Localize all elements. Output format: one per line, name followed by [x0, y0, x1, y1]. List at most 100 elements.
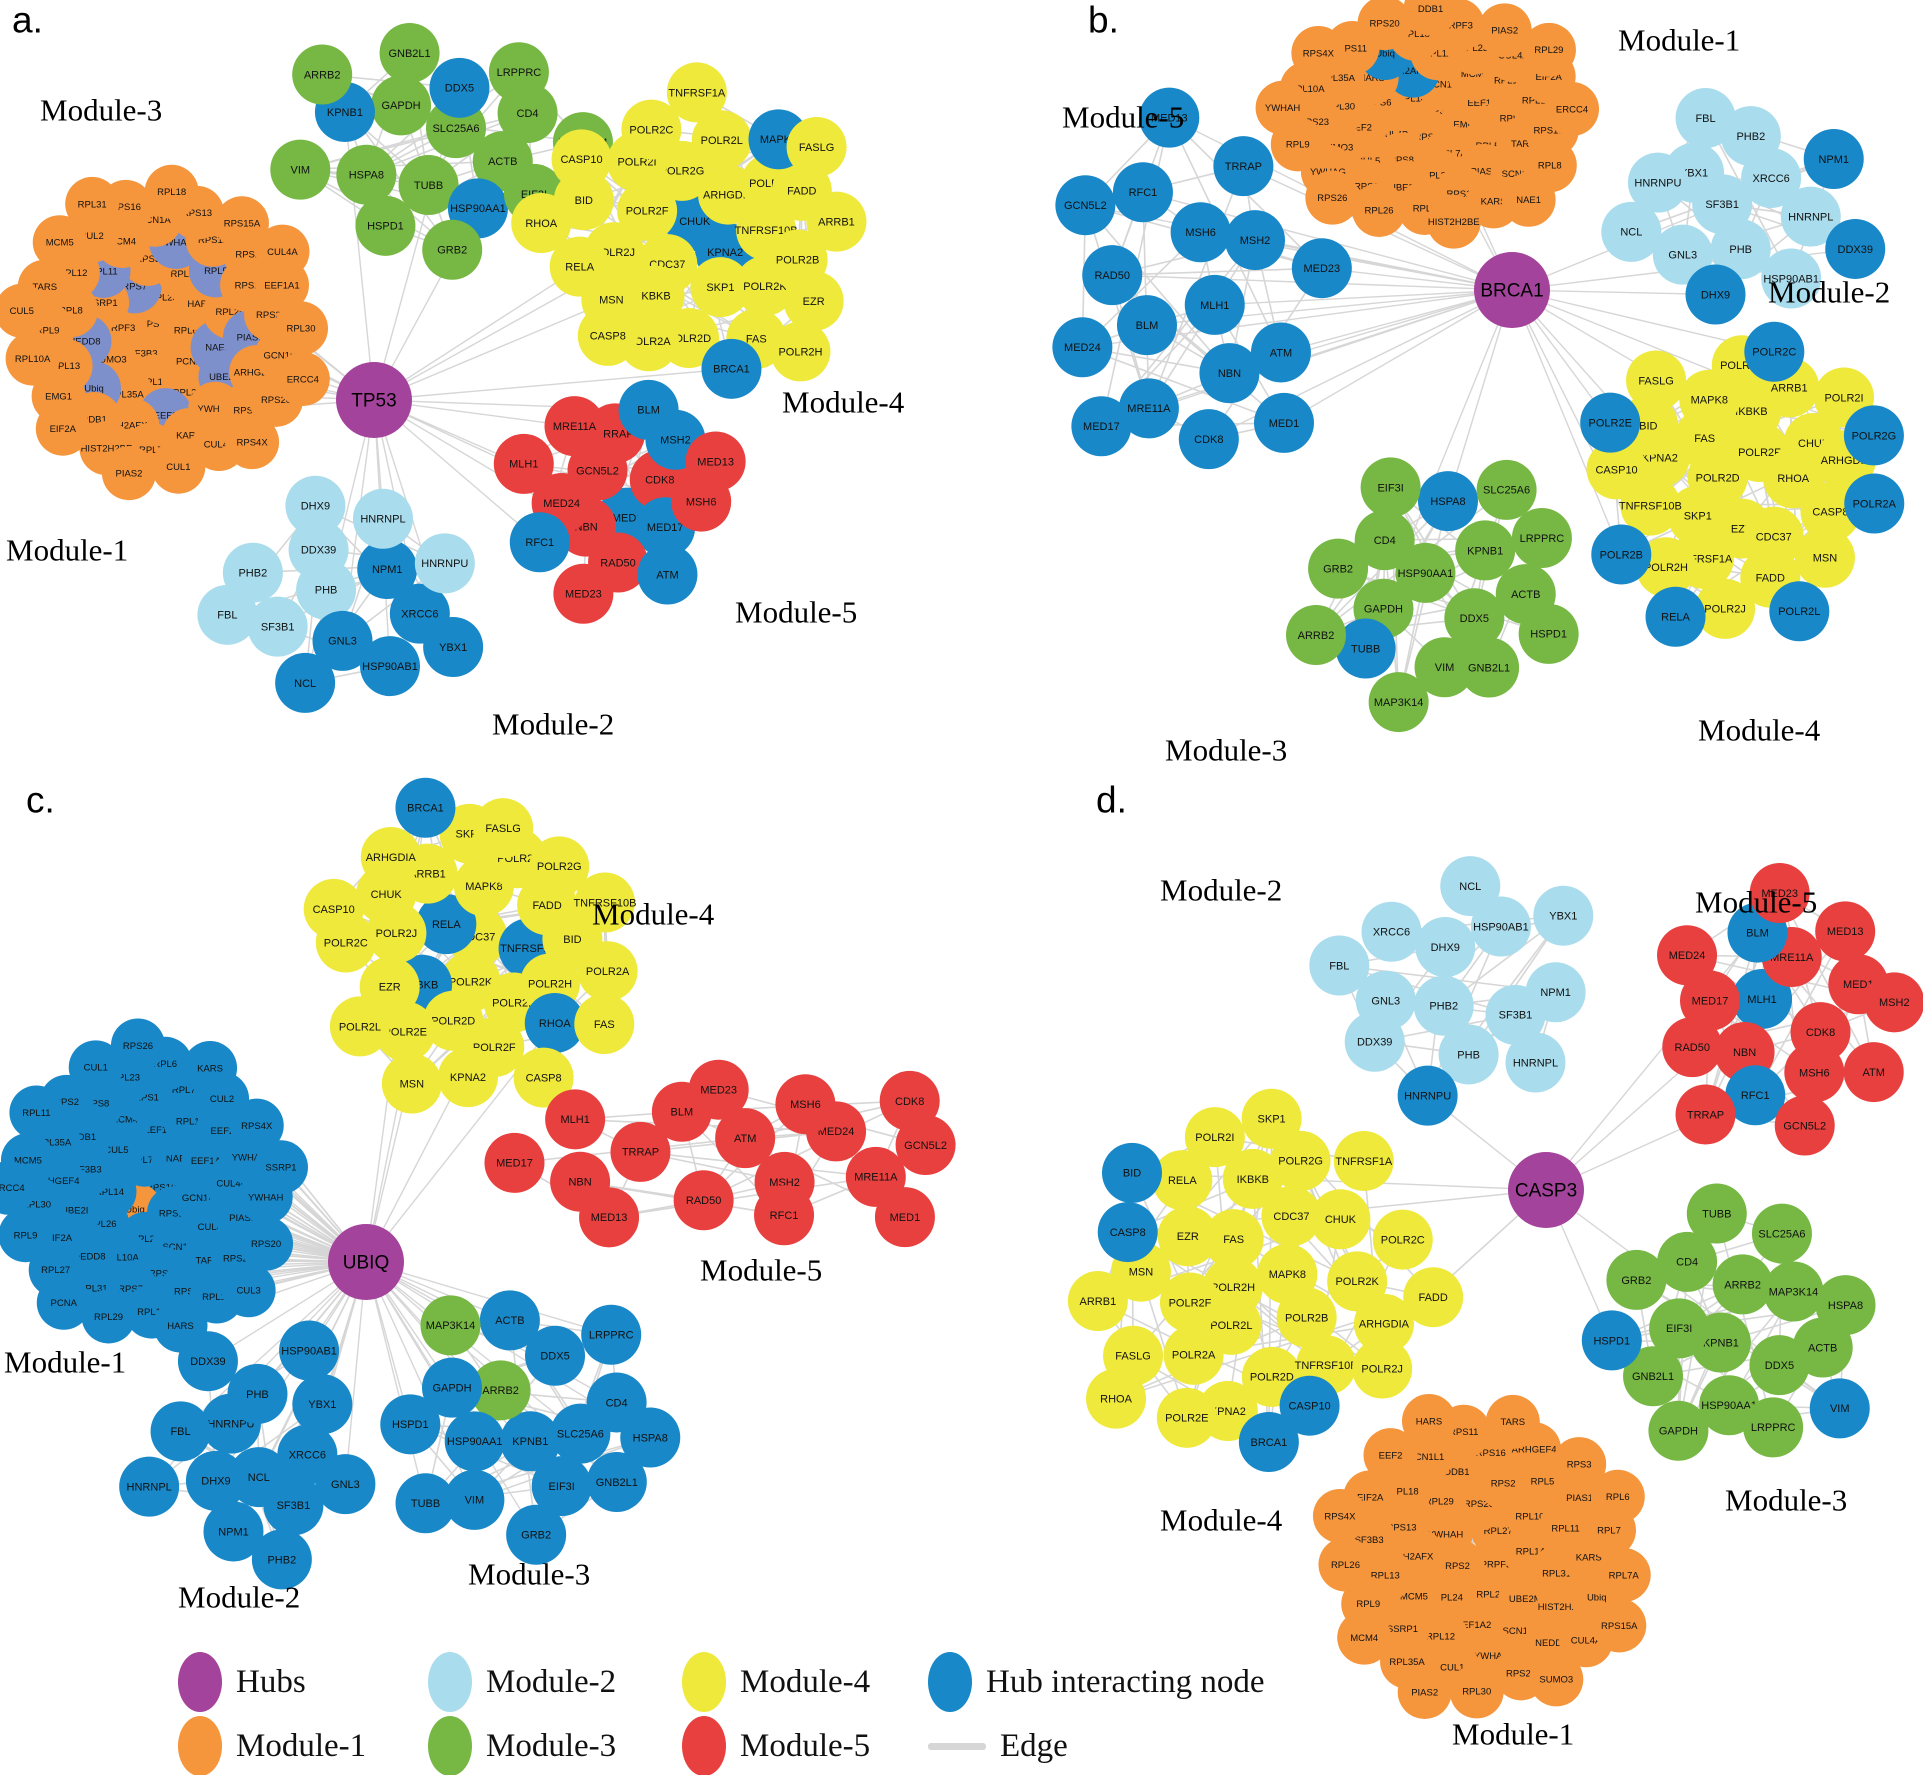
node-RPS15A: RPS15A — [1592, 1598, 1647, 1653]
node-POLR2H: POLR2H — [770, 321, 831, 382]
node-RPL29: RPL29 — [1521, 22, 1576, 77]
hub-label: UBIQ — [343, 1253, 389, 1274]
module-label: Module-4 — [782, 384, 905, 419]
node-HNRNPL: HNRNPL — [119, 1456, 180, 1517]
node-GNB2L1: GNB2L1 — [1459, 637, 1520, 698]
node-RPL7A: RPL7A — [1596, 1548, 1651, 1603]
node-CHUK: CHUK — [1310, 1189, 1371, 1250]
panel-d: PHB2DHX9SF3B1GNL3HSP90AB1PHBXRCC6NPM1DDX… — [1067, 779, 1923, 1751]
node-ATM: ATM — [1250, 322, 1311, 383]
hub-UBIQ: UBIQ — [328, 1224, 404, 1300]
node-EIF2A: EIF2A — [35, 401, 90, 456]
node-GAPDH: GAPDH — [371, 75, 432, 136]
node-TNFRSF1A: TNFRSF1A — [666, 62, 727, 123]
node-KARS: KARS — [183, 1041, 238, 1096]
node-RPL10A: RPL10A — [5, 331, 60, 386]
module-label: Module-3 — [468, 1556, 590, 1591]
module-label: Module-5 — [1695, 884, 1817, 919]
node-RPL31: RPL31 — [65, 176, 120, 231]
node-POLR2C: POLR2C — [1744, 321, 1805, 382]
module-label: Module-5 — [700, 1252, 822, 1287]
node-MSH6: MSH6 — [1170, 202, 1231, 263]
node-POLR2E: POLR2E — [1580, 392, 1641, 453]
node-MLH1: MLH1 — [1184, 274, 1245, 335]
panel-letter: b. — [1088, 0, 1119, 40]
module-label: Module-3 — [1725, 1482, 1847, 1517]
panel-letter: d. — [1096, 779, 1127, 820]
node-ERCC4: ERCC4 — [275, 351, 330, 406]
node-HSPD1: HSPD1 — [1518, 603, 1579, 664]
node-MED1: MED1 — [874, 1187, 935, 1248]
node-GNB2L1: GNB2L1 — [379, 22, 440, 83]
node-SF3B1: SF3B1 — [247, 596, 308, 657]
node-TUBB: TUBB — [1686, 1183, 1747, 1244]
node-RAD50: RAD50 — [1662, 1017, 1723, 1078]
node-YBX1: YBX1 — [423, 616, 484, 677]
module-label: Module-1 — [6, 532, 128, 567]
labels: Module-3 Module-1 Module-4 Module-5 Module-2… — [6, 0, 905, 741]
node-HARS: HARS — [1402, 1393, 1457, 1448]
node-POLR2I: POLR2I — [1184, 1107, 1245, 1168]
node-CASP8: CASP8 — [1097, 1202, 1158, 1263]
panel-letter: c. — [26, 779, 55, 820]
node-GCN5L2: GCN5L2 — [1774, 1095, 1835, 1156]
node-MED1: MED1 — [1253, 392, 1314, 453]
node-LRPPRC: LRPPRC — [581, 1304, 642, 1365]
node-FASLG: FASLG — [786, 116, 847, 177]
node-HSPA8: HSPA8 — [336, 144, 397, 205]
node-VIM: VIM — [1809, 1378, 1870, 1439]
node-SLC25A6: SLC25A6 — [1476, 459, 1537, 520]
node-MSH6: MSH6 — [1784, 1042, 1845, 1103]
node-RAD50: RAD50 — [1082, 245, 1143, 306]
node-DDX5: DDX5 — [429, 57, 490, 118]
node-RPL30: RPL30 — [273, 301, 328, 356]
node-FAS: FAS — [574, 993, 635, 1054]
module-label: Module-4 — [592, 896, 715, 931]
node-YBX1: YBX1 — [1533, 885, 1594, 946]
node-NCL: NCL — [1601, 201, 1662, 262]
node-TARS: TARS — [1485, 1394, 1540, 1449]
node-MSN: MSN — [381, 1053, 442, 1114]
node-NBN: NBN — [1199, 343, 1260, 404]
node-RPL11: RPL11 — [9, 1085, 64, 1140]
node-HSPD1: HSPD1 — [355, 195, 416, 256]
node-RPS26: RPS26 — [110, 1018, 165, 1073]
node-SF3B1: SF3B1 — [263, 1475, 324, 1536]
node-TUBB: TUBB — [395, 1473, 456, 1534]
node-RPS4X: RPS4X — [225, 415, 280, 470]
node-MAP3K14: MAP3K14 — [1763, 1261, 1824, 1322]
node-MSH2: MSH2 — [1864, 972, 1923, 1033]
labels: Module-2 Module-5 Module-4 Module-3 Module-1… — [1096, 779, 1847, 1751]
node-RPS20: RPS20 — [239, 1216, 294, 1271]
node-CUL4A: CUL4A — [255, 224, 310, 279]
node-MED17: MED17 — [484, 1132, 545, 1193]
node-GRB2: GRB2 — [1606, 1249, 1667, 1310]
node-FASLG: FASLG — [473, 798, 534, 859]
node-HNRNPU: HNRNPU — [1397, 1065, 1458, 1126]
hub-BRCA1: BRCA1 — [1474, 252, 1550, 328]
node-NPM1: NPM1 — [1803, 128, 1864, 189]
node-HSP90AB1: HSP90AB1 — [279, 1320, 340, 1381]
node-HSPD1: HSPD1 — [1581, 1310, 1642, 1371]
node-HSPA8: HSPA8 — [620, 1407, 681, 1468]
node-DDX39: DDX39 — [1825, 218, 1886, 279]
node-DDX39: DDX39 — [1344, 1011, 1405, 1072]
node-ACTB: ACTB — [479, 1290, 540, 1351]
panel-b: MLH1BLMMSH6NBNRAD50MSH2MRE11ARFC1ATMMED2… — [1052, 0, 1905, 767]
module-label: Module-3 — [1165, 732, 1287, 767]
node-DHX9: DHX9 — [1685, 264, 1746, 325]
module-label: Module-4 — [1160, 1502, 1283, 1537]
node-ARRB2: ARRB2 — [292, 44, 353, 105]
node-MRE11A: MRE11A — [544, 396, 605, 457]
node-CUL3: CUL3 — [221, 1263, 276, 1318]
node-RPL9: RPL9 — [0, 1208, 53, 1263]
node-RPL6: RPL6 — [1590, 1469, 1645, 1524]
module-label: Module-5 — [735, 594, 857, 629]
node-ARRB2: ARRB2 — [1285, 605, 1346, 666]
node-SUMO3: SUMO3 — [1529, 1652, 1584, 1707]
node-RPS4X: RPS4X — [1312, 1488, 1367, 1543]
node-RPS4X: RPS4X — [1291, 25, 1346, 80]
node-GCN5L2: GCN5L2 — [1055, 175, 1116, 236]
